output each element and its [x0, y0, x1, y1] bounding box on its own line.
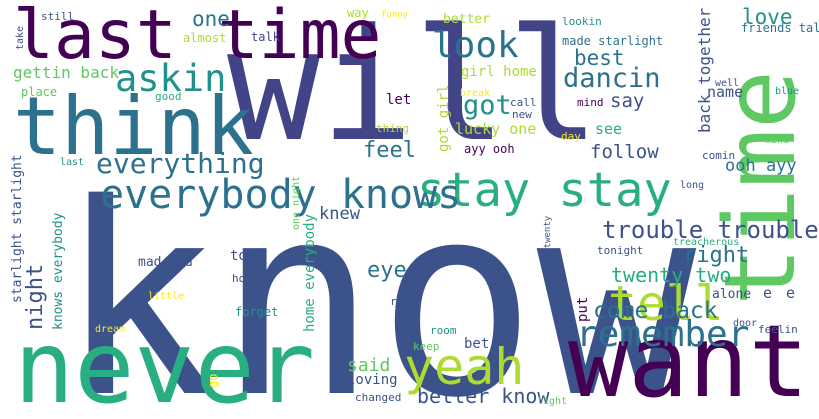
cloud-word: gettin back	[13, 63, 119, 82]
cloud-word: one night	[291, 175, 302, 230]
cloud-word: place	[21, 85, 58, 99]
cloud-word: think	[13, 80, 254, 173]
cloud-word: see	[595, 120, 623, 138]
cloud-word: funny	[381, 10, 409, 20]
cloud-word: made starlight	[562, 34, 664, 48]
cloud-word: long	[680, 180, 705, 191]
cloud-word: break	[460, 88, 491, 99]
cloud-word: right	[683, 243, 750, 268]
cloud-word: let	[386, 92, 412, 108]
cloud-word: eye	[367, 258, 407, 283]
cloud-word: back together	[695, 7, 714, 133]
cloud-word: comin	[702, 149, 736, 162]
cloud-word: mad mad	[138, 255, 193, 270]
cloud-word: two twenty	[543, 215, 553, 270]
cloud-word: thing	[376, 122, 410, 135]
cloud-word: room	[430, 324, 457, 337]
cloud-word: alone	[712, 287, 752, 302]
cloud-word: said	[347, 355, 391, 376]
cloud-word: night	[23, 263, 48, 330]
cloud-word: come back	[593, 298, 718, 324]
cloud-word: home everybody	[302, 213, 318, 332]
cloud-word: never	[14, 309, 316, 419]
cloud-word: trouble trouble	[602, 216, 819, 244]
cloud-word: better know	[417, 384, 550, 408]
cloud-word: almost	[183, 31, 227, 45]
cloud-word: look	[432, 25, 519, 66]
cloud-word: better	[443, 12, 490, 27]
cloud-word: tonight	[597, 244, 644, 257]
cloud-word: know	[58, 148, 697, 419]
cloud-word: red	[390, 295, 410, 308]
cloud-word: one	[192, 7, 230, 31]
cloud-word: new	[512, 108, 532, 121]
cloud-word: best	[574, 46, 625, 70]
cloud-word: e	[786, 284, 796, 302]
cloud-word: good	[155, 90, 182, 103]
cloud-word: dancin	[563, 63, 661, 94]
cloud-word: take	[15, 25, 26, 50]
cloud-word: day	[561, 130, 581, 143]
cloud-word: feelin	[758, 323, 798, 336]
cloud-word: will	[227, 0, 601, 176]
cloud-word: treacherous	[673, 237, 740, 248]
cloud-word: e	[763, 284, 773, 302]
cloud-word: yeah	[404, 338, 525, 396]
cloud-word: ooh ayy	[725, 156, 797, 176]
cloud-word: forget	[235, 305, 279, 319]
cloud-word: say	[610, 90, 645, 112]
cloud-word: call	[510, 96, 537, 109]
cloud-word: starlight starlight	[10, 154, 25, 303]
cloud-word: girl home	[461, 64, 537, 80]
cloud-word: name	[707, 83, 744, 101]
cloud-word: stay stay	[417, 163, 672, 218]
cloud-word: want	[568, 303, 809, 419]
cloud-word: knows everybody	[51, 212, 66, 330]
cloud-word: friends talk	[741, 21, 819, 35]
cloud-word: little	[148, 291, 185, 302]
cloud-word: tell	[608, 276, 724, 332]
cloud-word: took	[230, 248, 264, 264]
cloud-word: follow	[590, 141, 659, 163]
cloud-word: well	[715, 78, 740, 89]
cloud-word: way	[347, 6, 369, 20]
cloud-word: mine	[765, 135, 790, 146]
cloud-word: everybody knows	[100, 172, 462, 218]
cloud-word: hope	[232, 272, 259, 285]
cloud-word: ayy ooh	[464, 142, 515, 156]
cloud-word: got	[463, 90, 512, 121]
cloud-word: twenty two	[611, 263, 732, 287]
cloud-word: lucky one	[455, 120, 537, 138]
cloud-word: dream	[95, 324, 126, 335]
cloud-word: put	[575, 296, 591, 322]
cloud-word: everything	[96, 147, 265, 180]
cloud-word: lookin	[562, 15, 602, 28]
cloud-word: keep	[413, 340, 440, 353]
cloud-word: askin	[115, 57, 227, 100]
cloud-word: talk	[251, 30, 280, 44]
cloud-word: feel	[363, 138, 416, 163]
cloud-word: changed	[355, 391, 402, 404]
cloud-word: blue	[775, 86, 800, 97]
cloud-word: light	[537, 396, 568, 407]
cloud-word: last time	[13, 0, 382, 75]
cloud-word: go	[206, 373, 220, 388]
cloud-word: bet	[464, 336, 490, 352]
cloud-word: got girl	[436, 84, 452, 152]
cloud-word: remember	[576, 314, 750, 355]
cloud-word: door	[733, 318, 758, 329]
cloud-word: love	[742, 5, 793, 29]
cloud-word: last	[60, 157, 85, 168]
cloud-word: knew	[319, 204, 360, 224]
cloud-word: loving	[347, 372, 398, 388]
cloud-word: mind	[577, 96, 604, 109]
cloud-word: still	[41, 10, 75, 23]
